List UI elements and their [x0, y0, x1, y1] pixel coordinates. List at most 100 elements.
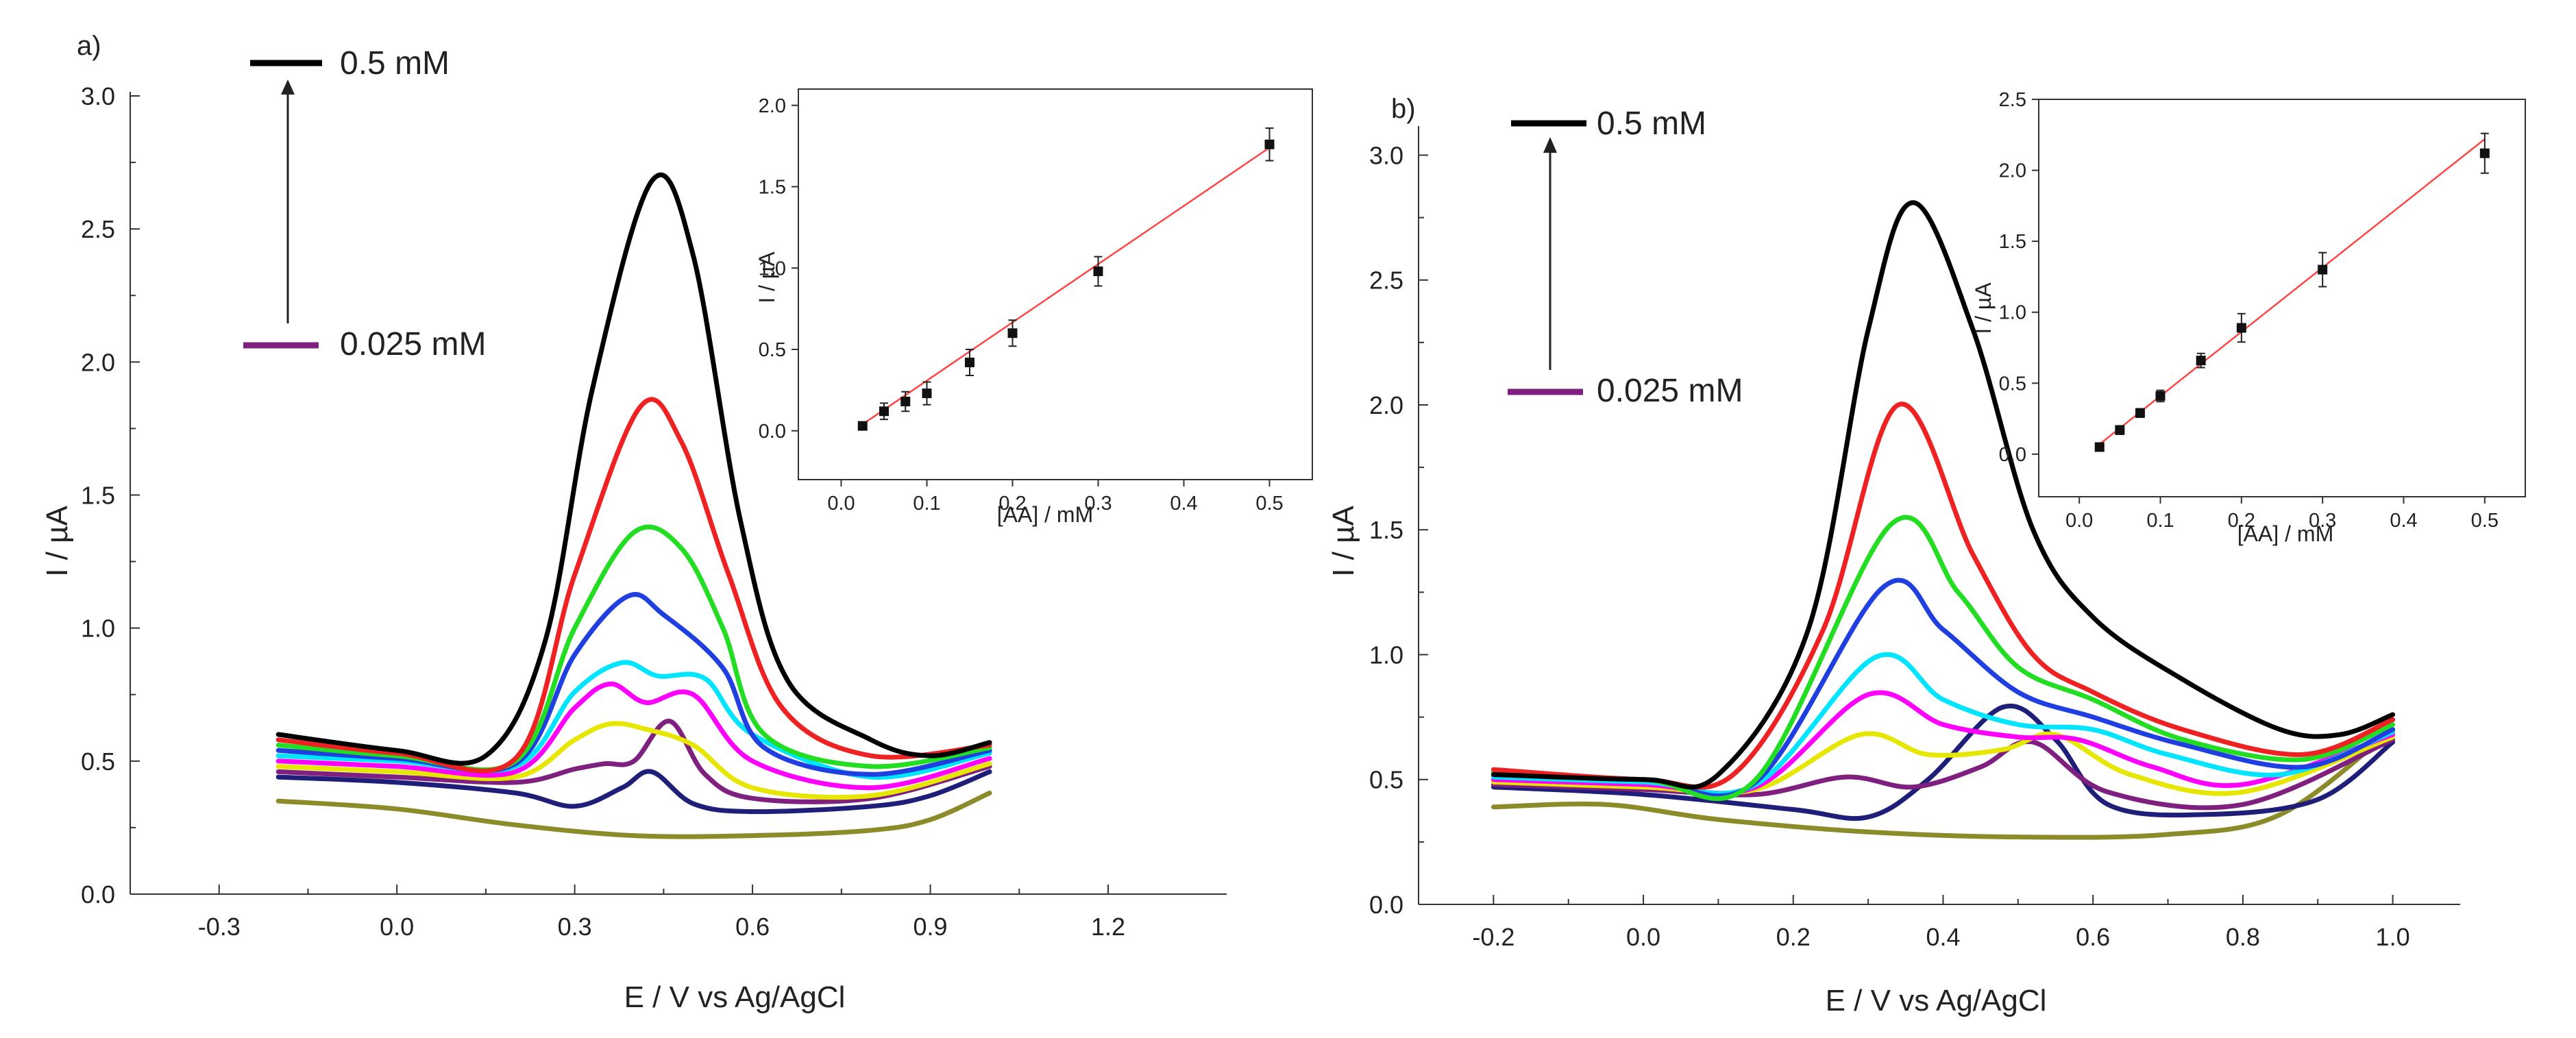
b-inset-x-tick-label: 0.1 — [2146, 510, 2174, 532]
a-x-tick-label: -0.3 — [198, 913, 241, 941]
a-series-0.5-mM — [275, 172, 992, 766]
a-series-0.3-mM — [275, 524, 992, 773]
panel-a-plot: 0.0 0.5 1.0 1.5 2.0 2.5 3.0 -0.3 0.0 0.3 0.6 0.9 1.2 — [81, 82, 1227, 941]
a-series-blank — [275, 790, 992, 839]
a-inset-point — [1007, 328, 1018, 338]
legend-bottom-label: 0.025 mM — [340, 326, 486, 362]
a-inset-x-tick-label: 0.4 — [1170, 493, 1197, 515]
b-inset-point — [2236, 323, 2246, 333]
b-inset-point — [2115, 425, 2125, 435]
b-inset-point — [2135, 408, 2145, 418]
panel-a-y-title: I / µA — [40, 506, 74, 577]
panel-a-inset: 0.0 0.5 1.0 1.5 2.0 0.0 0.1 0.2 0.3 0.4 0.5 — [759, 88, 1313, 515]
a-x-tick-label: 0.0 — [380, 913, 414, 941]
b-x-tick-label: 0.8 — [2226, 923, 2260, 951]
a-series-0.4-mM — [275, 397, 992, 774]
panel-b-y-title: I / µA — [1327, 506, 1360, 577]
a-series-0.075-mM — [275, 721, 992, 800]
inset-a-y-title: I / µA — [755, 251, 779, 304]
b-inset-point — [2094, 442, 2105, 452]
b-inset-y-tick-label: 0.0 — [1999, 444, 2026, 466]
a-x-tick-label: 0.3 — [558, 913, 592, 941]
b-inset-y-tick-label: 1.0 — [1999, 302, 2026, 324]
b-series-0.4-mM — [1491, 401, 2396, 790]
b-inset-y-tick-label: 0.5 — [1999, 373, 2026, 395]
a-inset-point — [965, 358, 974, 367]
inset-a-x-title: [AA] / mM — [997, 502, 1093, 527]
b-series-0.3-mM — [1491, 515, 2396, 802]
b-inset-y-tick-label: 2.0 — [1999, 160, 2026, 182]
a-series-0.025-mM — [275, 769, 992, 815]
inset-b-x-title: [AA] / mM — [2237, 521, 2333, 546]
panel-b-legend: 0.5 mM 0.025 mM — [1508, 106, 1743, 409]
a-inset-point — [922, 388, 932, 399]
a-inset-y-tick-label: 2.0 — [759, 95, 786, 117]
a-inset-fit-line — [862, 147, 1271, 425]
panel-b-label: b) — [1391, 94, 1416, 124]
a-inset-y-tick-label: 1.5 — [759, 177, 786, 199]
a-inset-point — [857, 421, 868, 431]
panel-b-inset: 0.0 0.5 1.0 1.5 2.0 2.5 0.0 0.1 0.2 0.3 0.4 0.5 — [1999, 89, 2526, 532]
b-x-tick-label: 0.2 — [1776, 923, 1811, 951]
b-inset-point — [2479, 148, 2490, 158]
legend-bottom-label: 0.025 mM — [1597, 373, 1743, 409]
b-inset-point — [2196, 356, 2206, 366]
b-x-tick-label: 0.6 — [2076, 923, 2110, 951]
legend-top-label: 0.5 mM — [1597, 106, 1706, 142]
a-y-tick-label: 2.5 — [81, 215, 115, 243]
inset-b-y-title: I / µA — [1971, 282, 1996, 334]
b-series-blank — [1491, 727, 2396, 840]
a-inset-y-tick-label: 1.0 — [759, 258, 786, 280]
b-inset-x-tick-label: 0.2 — [2228, 510, 2255, 532]
b-inset-x-tick-label: 0.0 — [2065, 510, 2093, 532]
a-inset-x-tick-label: 0.0 — [827, 493, 855, 515]
b-x-tick-label: 1.0 — [2376, 923, 2410, 951]
b-x-tick-label: 0.4 — [1926, 923, 1960, 951]
b-inset-y-tick-label: 1.5 — [1999, 231, 2026, 253]
a-inset-point — [879, 406, 889, 417]
b-inset-y-tick-label: 2.5 — [1999, 89, 2026, 111]
a-y-tick-label: 1.5 — [81, 482, 115, 510]
panel-a-x-title: E / V vs Ag/AgCl — [624, 980, 846, 1014]
b-inset-x-tick-label: 0.3 — [2309, 510, 2336, 532]
b-series-0.025-mM — [1491, 703, 2396, 821]
a-y-tick-label: 3.0 — [81, 82, 115, 110]
a-inset-point — [1264, 139, 1275, 149]
a-inset-y-tick-label: 0.5 — [759, 339, 786, 361]
b-y-tick-label: 2.0 — [1369, 391, 1403, 419]
b-x-tick-label: -0.2 — [1472, 923, 1514, 951]
a-inset-x-tick-label: 0.1 — [913, 493, 940, 515]
a-inset-point — [1093, 267, 1103, 276]
b-y-tick-label: 0.5 — [1369, 766, 1403, 794]
a-inset-point — [900, 397, 911, 406]
a-inset-frame — [798, 88, 1313, 480]
a-inset-x-tick-label: 0.2 — [998, 493, 1026, 515]
a-inset-y-tick-label: 0.0 — [759, 421, 786, 443]
b-y-tick-label: 3.0 — [1369, 141, 1403, 169]
b-series-0.5-mM — [1491, 200, 2396, 790]
legend-top-label: 0.5 mM — [340, 45, 450, 82]
b-inset-point — [2318, 264, 2328, 275]
b-y-tick-label: 0.0 — [1369, 891, 1403, 919]
panel-a-label: a) — [77, 31, 101, 61]
a-inset-x-tick-label: 0.5 — [1255, 493, 1283, 515]
a-x-tick-label: 0.9 — [913, 913, 948, 941]
a-y-tick-label: 1.0 — [81, 615, 115, 643]
legend-arrow-head — [281, 79, 295, 95]
b-y-tick-label: 2.5 — [1369, 267, 1403, 295]
a-y-tick-label: 2.0 — [81, 348, 115, 376]
b-y-tick-label: 1.5 — [1369, 516, 1403, 544]
b-inset-x-tick-label: 0.4 — [2390, 510, 2417, 532]
a-y-tick-label: 0.5 — [81, 747, 115, 776]
panel-b-x-title: E / V vs Ag/AgCl — [1826, 984, 2047, 1017]
panel-a: a) I / µA E / V vs Ag/AgCl 0.0 0.5 1.0 1.5 2… — [40, 31, 1313, 1014]
a-series-0.05-mM — [275, 719, 992, 804]
a-inset-x-tick-label: 0.3 — [1084, 493, 1112, 515]
panel-a-legend: 0.5 mM 0.025 mM — [243, 45, 486, 362]
legend-arrow-head — [1543, 137, 1557, 153]
a-y-tick-label: 0.0 — [81, 880, 115, 909]
a-x-tick-label: 0.6 — [735, 913, 770, 941]
a-x-tick-label: 1.2 — [1091, 913, 1125, 941]
b-inset-point — [2155, 391, 2166, 401]
